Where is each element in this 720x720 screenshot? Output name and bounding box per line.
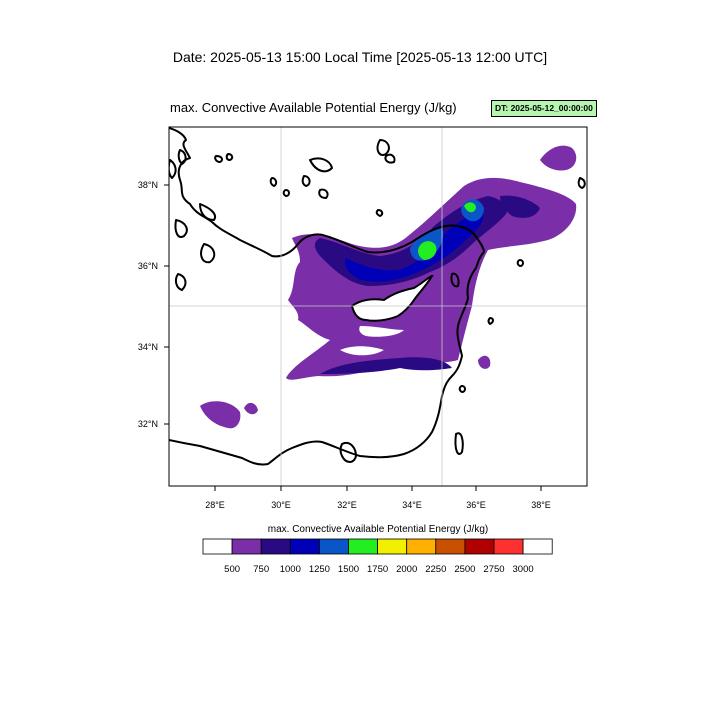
map-plot-area bbox=[169, 127, 587, 486]
colorbar-level-label: 750 bbox=[253, 564, 270, 575]
colorbar-level-label: 2000 bbox=[396, 564, 418, 575]
lon-tick-label: 38°E bbox=[531, 500, 551, 510]
cape-gap-east bbox=[340, 346, 384, 356]
colorbar-swatch bbox=[435, 538, 466, 555]
colorbar-level-label: 500 bbox=[224, 564, 241, 575]
lat-ticks: 32°N 34°N 36°N 38°N bbox=[138, 180, 169, 429]
lat-tick-label: 34°N bbox=[138, 342, 158, 352]
dt-badge: DT: 2025-05-12_00:00:00 bbox=[491, 100, 597, 117]
colorbar-level-label: 2250 bbox=[425, 564, 447, 575]
map-title: max. Convective Available Potential Ener… bbox=[170, 100, 457, 115]
colorbar-swatch bbox=[348, 538, 379, 555]
cape-fill-1500-1750 bbox=[418, 202, 476, 260]
lat-tick-label: 38°N bbox=[138, 180, 158, 190]
lat-tick-label: 32°N bbox=[138, 419, 158, 429]
page-title: Date: 2025-05-13 15:00 Local Time [2025-… bbox=[172, 49, 548, 65]
lon-ticks: 28°E 30°E 32°E 34°E 36°E 38°E bbox=[205, 486, 551, 510]
lon-tick-label: 32°E bbox=[337, 500, 357, 510]
colorbar-swatch bbox=[289, 538, 320, 555]
colorbar-level-label: 1000 bbox=[279, 564, 301, 575]
cyprus-island bbox=[350, 274, 434, 322]
lon-tick-label: 28°E bbox=[205, 500, 225, 510]
colorbar-level-label: 1500 bbox=[337, 564, 360, 575]
gridlines bbox=[169, 127, 587, 486]
colorbar-level-label: 1750 bbox=[367, 564, 389, 575]
map-frame bbox=[168, 126, 588, 487]
colorbar-swatch bbox=[377, 538, 408, 555]
colorbar-swatch bbox=[260, 538, 291, 555]
coastlines bbox=[169, 127, 586, 466]
colorbar-swatch bbox=[464, 538, 495, 555]
cape-gap-south bbox=[359, 326, 404, 337]
lon-tick-label: 34°E bbox=[402, 500, 422, 510]
lat-tick-label: 36°N bbox=[138, 261, 158, 271]
colorbar-level-label: 3000 bbox=[512, 564, 534, 575]
colorbar-level-label: 2500 bbox=[454, 564, 476, 575]
colorbar-swatch bbox=[493, 538, 524, 555]
colorbar-swatch bbox=[406, 538, 437, 555]
lon-tick-label: 36°E bbox=[466, 500, 486, 510]
colorbar-title: max. Convective Available Potential Ener… bbox=[267, 524, 489, 535]
colorbar-level-label: 2750 bbox=[483, 564, 505, 575]
cape-fill-750-1000 bbox=[314, 195, 540, 374]
colorbar-swatch bbox=[318, 538, 349, 555]
colorbar-swatch bbox=[202, 538, 233, 555]
colorbar-swatch bbox=[522, 538, 553, 555]
lon-tick-label: 30°E bbox=[271, 500, 291, 510]
colorbar-swatch bbox=[231, 538, 262, 555]
colorbar-level-label: 1250 bbox=[308, 564, 330, 575]
